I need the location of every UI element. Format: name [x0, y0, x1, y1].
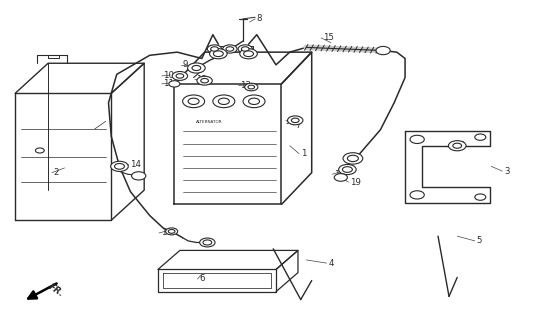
Text: 4: 4 — [328, 259, 333, 268]
Text: 15: 15 — [323, 33, 333, 42]
Circle shape — [168, 229, 175, 233]
Circle shape — [203, 240, 212, 245]
Circle shape — [248, 85, 254, 89]
Circle shape — [240, 49, 257, 59]
Circle shape — [338, 164, 356, 175]
Text: 13: 13 — [240, 81, 251, 90]
Text: 11: 11 — [163, 79, 174, 88]
Text: FR.: FR. — [47, 283, 66, 299]
Text: 14: 14 — [130, 160, 141, 169]
Text: 2: 2 — [54, 168, 59, 177]
Circle shape — [448, 141, 466, 151]
Text: 19: 19 — [350, 178, 361, 187]
Circle shape — [201, 78, 209, 83]
Text: ALTERNATOR: ALTERNATOR — [197, 120, 223, 124]
Circle shape — [214, 51, 223, 57]
Text: 9: 9 — [183, 60, 188, 69]
Circle shape — [334, 174, 347, 181]
Circle shape — [176, 74, 184, 78]
Circle shape — [111, 161, 128, 172]
Circle shape — [192, 66, 201, 70]
Circle shape — [114, 164, 124, 169]
Text: 3: 3 — [504, 167, 509, 176]
Circle shape — [248, 98, 259, 105]
Circle shape — [183, 95, 205, 108]
Circle shape — [241, 47, 249, 51]
Circle shape — [35, 148, 44, 153]
Circle shape — [226, 47, 233, 51]
Circle shape — [188, 98, 199, 105]
Text: 17: 17 — [333, 170, 344, 179]
Circle shape — [222, 45, 237, 53]
Circle shape — [238, 45, 252, 53]
Circle shape — [166, 228, 178, 235]
Text: 7: 7 — [295, 121, 301, 130]
Text: 6: 6 — [199, 275, 205, 284]
Circle shape — [213, 95, 235, 108]
Text: 10: 10 — [163, 71, 174, 80]
Circle shape — [169, 81, 180, 87]
Text: 1: 1 — [301, 149, 306, 158]
Circle shape — [291, 118, 299, 123]
Circle shape — [410, 135, 424, 143]
Circle shape — [288, 116, 303, 125]
Circle shape — [245, 83, 258, 91]
Circle shape — [376, 46, 390, 55]
Circle shape — [188, 63, 205, 73]
Circle shape — [197, 76, 213, 85]
Circle shape — [131, 172, 146, 180]
Circle shape — [453, 143, 461, 148]
Circle shape — [343, 153, 363, 164]
Circle shape — [475, 134, 486, 140]
Circle shape — [342, 167, 352, 172]
Circle shape — [243, 51, 253, 57]
Circle shape — [243, 95, 265, 108]
Text: 5: 5 — [476, 236, 482, 245]
Circle shape — [208, 45, 221, 53]
Circle shape — [475, 194, 486, 200]
Circle shape — [211, 47, 219, 51]
Circle shape — [219, 98, 229, 105]
Circle shape — [200, 238, 215, 247]
Circle shape — [347, 155, 358, 162]
Text: 8: 8 — [257, 14, 262, 23]
Text: 18: 18 — [454, 141, 465, 150]
Circle shape — [410, 191, 424, 199]
Circle shape — [172, 71, 188, 80]
Text: 16: 16 — [161, 228, 172, 237]
Text: 12: 12 — [197, 75, 208, 84]
Circle shape — [210, 49, 227, 59]
